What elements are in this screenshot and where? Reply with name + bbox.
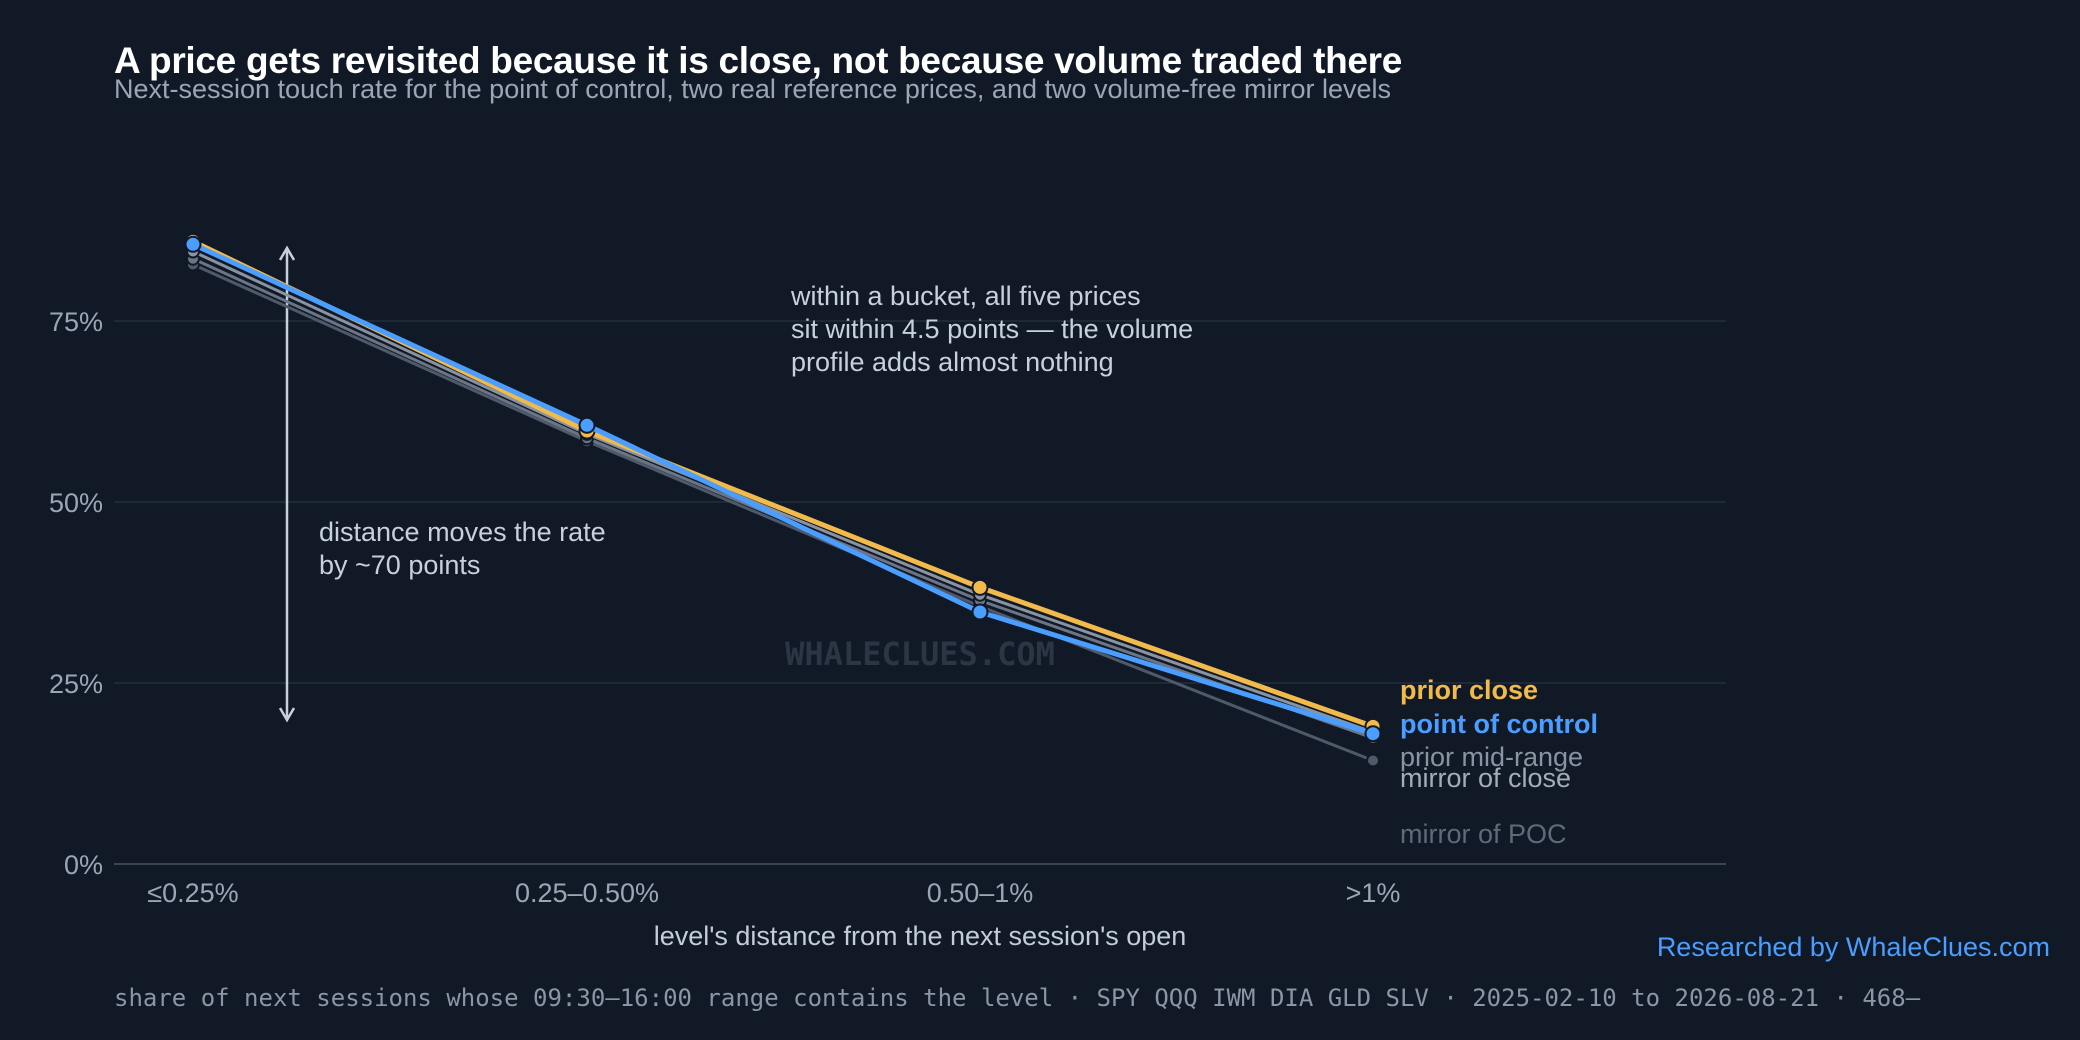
series-line-prior-mid-range — [191, 250, 1375, 734]
chart-subtitle: Next-session touch rate for the point of… — [114, 74, 1392, 104]
chart-title: A price gets revisited because it is clo… — [114, 40, 1403, 81]
x-tick-label: ≤0.25% — [147, 878, 238, 908]
y-tick-label: 25% — [49, 669, 103, 699]
axes: 0% 25% 50% 75% ≤0.25% 0.25–0.50% 0.50–1% >1% lev… — [49, 307, 1400, 951]
series-line-point-of-control — [190, 241, 1376, 737]
watermark: WHALECLUES.COM — [785, 635, 1055, 673]
y-tick-label: 50% — [49, 488, 103, 518]
data-point-point-of-control — [184, 235, 202, 253]
x-tick-label: >1% — [1346, 878, 1401, 908]
range-arrow-head-bottom — [278, 707, 296, 723]
series-label: point of control — [1400, 709, 1598, 739]
series-label: prior close — [1400, 675, 1538, 705]
x-tick-label: 0.25–0.50% — [515, 878, 659, 908]
data-point-point-of-control — [971, 603, 989, 621]
annotation-bucket: within a bucket, all five prices sit with… — [790, 281, 1193, 377]
series-label: mirror of POC — [1400, 819, 1567, 849]
gridlines — [114, 320, 1726, 865]
annotations: distance moves the rate by ~70 points with… — [278, 245, 1193, 723]
series-label: prior mid-range — [1400, 742, 1583, 772]
series-lines — [184, 232, 1382, 768]
credit-link[interactable]: Researched by WhaleClues.com — [1656, 932, 2050, 962]
series-line-prior-close — [190, 238, 1376, 729]
data-point-point-of-control — [1364, 725, 1382, 743]
annotation-distance: distance moves the rate by ~70 points — [319, 517, 606, 580]
y-tick-label: 75% — [49, 307, 103, 337]
footnote: share of next sessions whose 09:30–16:00… — [114, 984, 1921, 1012]
series-line-mirror-of-poc — [191, 263, 1375, 762]
data-point-point-of-control — [578, 416, 596, 434]
x-axis-title: level's distance from the next session's… — [654, 921, 1187, 951]
series-label: mirror of close — [1400, 763, 1571, 793]
data-point-mirror-of-poc — [1366, 753, 1380, 768]
data-point-prior-close — [971, 578, 989, 596]
range-arrow-head-top — [278, 245, 296, 261]
x-tick-label: 0.50–1% — [927, 878, 1034, 908]
y-tick-label: 0% — [64, 850, 103, 880]
